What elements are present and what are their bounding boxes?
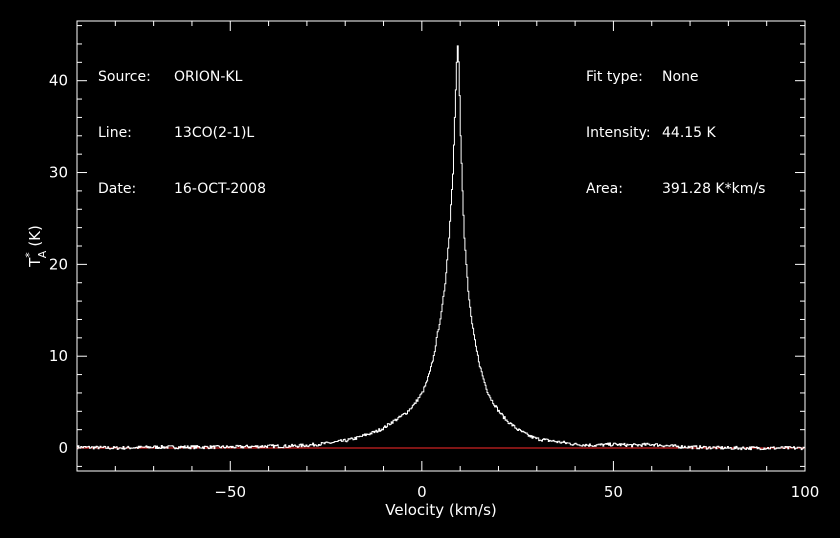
info-label: Source:: [98, 69, 151, 85]
y-axis-symbol: T: [26, 257, 44, 268]
y-tick-label: 0: [58, 439, 68, 457]
info-label: Line:: [98, 125, 132, 141]
info-value: 44.15 K: [662, 125, 716, 141]
info-value: 13CO(2-1)L: [174, 125, 255, 141]
info-value: 16-OCT-2008: [174, 181, 266, 197]
info-value: ORION-KL: [174, 69, 243, 85]
info-label: Fit type:: [586, 69, 643, 85]
info-value: None: [662, 69, 699, 85]
y-tick-label: 40: [49, 72, 68, 90]
spectrum-line: [77, 45, 805, 451]
y-tick-label: 10: [49, 347, 68, 365]
info-label: Intensity:: [586, 125, 651, 141]
info-row-source: Source: ORION-KL: [98, 69, 266, 85]
info-block-right: Fit type: None Intensity: 44.15 K Area: 391…: [586, 37, 765, 213]
y-axis-label: T*A (K): [23, 225, 49, 268]
y-axis-unit: (K): [26, 225, 44, 247]
info-label: Area:: [586, 181, 623, 197]
y-tick-label: 20: [49, 255, 68, 273]
info-row-date: Date: 16-OCT-2008: [98, 181, 266, 197]
info-row-intensity: Intensity: 44.15 K: [586, 125, 765, 141]
x-axis-label: Velocity (km/s): [385, 501, 496, 519]
axis-tick-labels: −50 0 50 100 0 10 20 30 40: [49, 72, 819, 501]
axis-ticks: [76, 21, 806, 471]
info-value: 391.28 K*km/s: [662, 181, 766, 197]
info-row-fit-type: Fit type: None: [586, 69, 765, 85]
y-axis-subscript: A: [36, 250, 49, 258]
info-row-line: Line: 13CO(2-1)L: [98, 125, 266, 141]
y-axis-superscript: *: [23, 252, 36, 258]
y-tick-label: 30: [49, 164, 68, 182]
info-label: Date:: [98, 181, 137, 197]
x-tick-label: 0: [417, 483, 427, 501]
info-row-area: Area: 391.28 K*km/s: [586, 181, 765, 197]
x-tick-label: −50: [214, 483, 246, 501]
x-tick-label: 100: [791, 483, 820, 501]
x-tick-label: 50: [604, 483, 623, 501]
info-block-left: Source: ORION-KL Line: 13CO(2-1)L Date: 16-…: [98, 37, 266, 213]
